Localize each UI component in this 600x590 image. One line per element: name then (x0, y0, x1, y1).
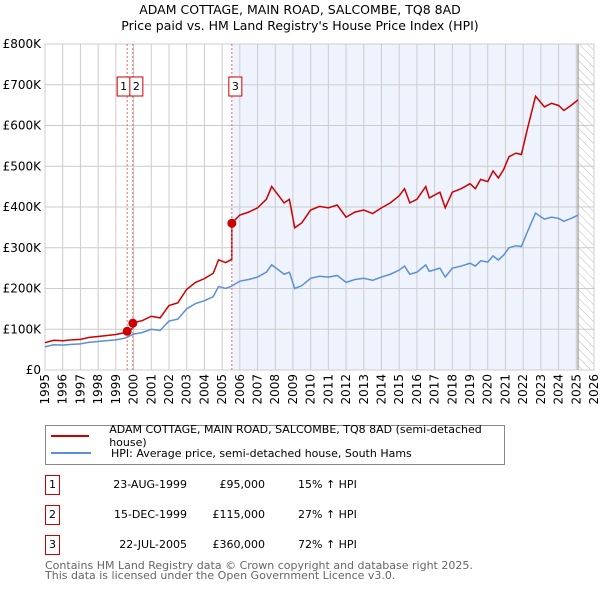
sale-number-badge: 1 (45, 475, 60, 495)
x-tick-label: 2017 (428, 374, 442, 405)
chart-title: ADAM COTTAGE, MAIN ROAD, SALCOMBE, TQ8 8… (139, 2, 461, 17)
x-tick-label: 2016 (410, 374, 424, 405)
y-tick-label: £300K (3, 241, 43, 255)
sale-label-number: 1 (120, 80, 127, 93)
sale-label-box: 1 (116, 76, 131, 97)
legend-hpi-label: HPI: Average price, semi-detached house,… (111, 446, 412, 460)
sale-price: £360,000 (212, 538, 266, 551)
y-tick-label: £400K (3, 200, 43, 214)
footer-line-1: Contains HM Land Registry data © Crown c… (45, 559, 473, 572)
y-tick-label: £500K (3, 159, 43, 173)
x-tick-label: 2007 (251, 374, 265, 405)
x-tick-label: 2024 (552, 374, 566, 405)
sale-label-box: 3 (228, 76, 243, 97)
x-tick-label: 2000 (127, 374, 141, 405)
legend: ADAM COTTAGE, MAIN ROAD, SALCOMBE, TQ8 8… (45, 423, 505, 465)
y-tick-label: £0 (26, 363, 41, 377)
y-tick-label: £600K (3, 119, 43, 133)
x-tick-label: 2020 (481, 374, 495, 405)
x-tick-label: 2022 (516, 374, 530, 405)
sale-row: 1 23-AUG-1999 £95,000 15% ↑ HPI (45, 475, 465, 495)
sale-label-number: 2 (133, 80, 140, 93)
x-tick-label: 2015 (392, 374, 406, 405)
x-tick-label: 2011 (321, 374, 335, 405)
sale-label-number: 3 (232, 80, 239, 93)
sale-number-badge: 2 (45, 505, 60, 525)
x-tick-label: 2026 (587, 374, 600, 405)
x-tick-label: 2010 (304, 374, 318, 405)
sale-date: 23-AUG-1999 (113, 478, 187, 491)
sale-hpi-change: 15% ↑ HPI (298, 478, 357, 491)
x-tick-label: 2025 (569, 374, 583, 405)
footer: Contains HM Land Registry data © Crown c… (45, 559, 473, 582)
legend-hpi-swatch (51, 452, 91, 454)
x-tick-label: 2008 (268, 374, 282, 405)
sale-date: 22-JUL-2005 (119, 538, 187, 551)
sale-date: 15-DEC-1999 (113, 508, 187, 521)
x-tick-label: 2006 (233, 374, 247, 405)
sale-hpi-change: 72% ↑ HPI (298, 538, 357, 551)
x-tick-label: 1997 (73, 374, 87, 405)
y-tick-label: £100K (3, 322, 43, 336)
x-tick-label: 2001 (144, 374, 158, 405)
x-tick-label: 2013 (357, 374, 371, 405)
sale-number-badge: 3 (45, 535, 60, 555)
sale-point (122, 326, 132, 336)
legend-property-swatch (51, 435, 90, 437)
sale-label-box: 2 (129, 76, 144, 97)
sale-price: £95,000 (219, 478, 266, 491)
x-tick-label: 2021 (498, 374, 512, 405)
sale-row: 3 22-JUL-2005 £360,000 72% ↑ HPI (45, 535, 465, 555)
x-tick-label: 2004 (197, 374, 211, 405)
sale-point (227, 218, 237, 228)
x-tick-label: 1996 (56, 374, 70, 405)
plot-border (44, 43, 595, 371)
legend-property-label: ADAM COTTAGE, MAIN ROAD, SALCOMBE, TQ8 8… (109, 423, 482, 449)
x-tick-label: 2002 (162, 374, 176, 405)
x-tick-label: 1999 (109, 374, 123, 405)
y-tick-label: £200K (3, 282, 43, 296)
x-tick-label: 2009 (286, 374, 300, 405)
x-tick-label: 2023 (534, 374, 548, 405)
y-tick-label: £800K (3, 37, 43, 51)
sale-hpi-change: 27% ↑ HPI (298, 508, 357, 521)
x-tick-label: 2005 (215, 374, 229, 405)
price-chart: £0 £100K £200K £300K £400K £500K £600K £700K £80… (3, 37, 600, 405)
sale-point (128, 318, 138, 328)
sale-price: £115,000 (212, 508, 266, 521)
hpi-line (44, 211, 579, 348)
y-tick-label: £700K (3, 78, 43, 92)
x-tick-label: 1995 (38, 374, 52, 405)
sale-row: 2 15-DEC-1999 £115,000 27% ↑ HPI (45, 505, 465, 525)
x-tick-label: 2019 (463, 374, 477, 405)
x-tick-label: 2012 (339, 374, 353, 405)
x-tick-label: 2014 (374, 374, 388, 405)
x-tick-label: 2018 (445, 374, 459, 405)
x-tick-label: 2003 (180, 374, 194, 405)
chart-subtitle: Price paid vs. HM Land Registry's House … (121, 18, 479, 33)
x-tick-label: 1998 (91, 374, 105, 405)
footer-line-2: This data is licensed under the Open Gov… (45, 569, 396, 582)
